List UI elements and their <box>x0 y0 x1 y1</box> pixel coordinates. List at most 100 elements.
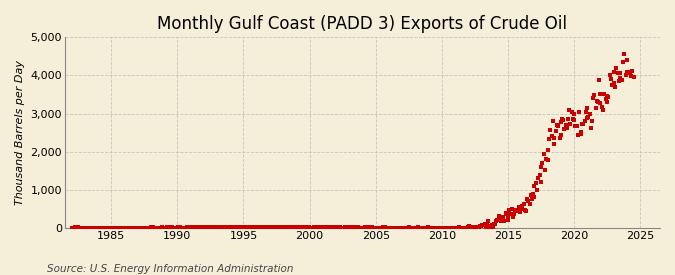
Point <box>608 70 619 74</box>
Point <box>243 225 254 230</box>
Point <box>182 225 192 230</box>
Point <box>460 226 471 230</box>
Point <box>253 225 264 230</box>
Point <box>130 226 140 230</box>
Point <box>410 226 421 230</box>
Point <box>423 225 433 230</box>
Point <box>392 226 403 230</box>
Point <box>276 225 287 230</box>
Point <box>221 225 232 229</box>
Point <box>611 66 622 70</box>
Point <box>354 226 364 230</box>
Point <box>522 197 533 201</box>
Point <box>338 226 348 230</box>
Point <box>583 115 594 119</box>
Point <box>317 225 327 230</box>
Point <box>211 225 222 229</box>
Point <box>463 225 474 229</box>
Point <box>620 73 631 77</box>
Point <box>535 173 545 178</box>
Point <box>130 226 141 230</box>
Point <box>538 152 549 156</box>
Point <box>575 130 586 134</box>
Point <box>68 225 79 230</box>
Point <box>535 180 546 184</box>
Point <box>74 226 85 230</box>
Point <box>434 226 445 230</box>
Point <box>178 225 189 230</box>
Point <box>235 225 246 229</box>
Point <box>542 148 553 152</box>
Point <box>407 226 418 230</box>
Point <box>529 183 540 188</box>
Point <box>628 75 639 79</box>
Point <box>377 225 388 230</box>
Point <box>477 223 487 227</box>
Point <box>314 226 325 230</box>
Point <box>422 226 433 230</box>
Point <box>315 225 326 230</box>
Point <box>365 226 376 230</box>
Point <box>414 226 425 230</box>
Point <box>437 226 448 230</box>
Point <box>456 226 467 230</box>
Point <box>213 225 224 229</box>
Point <box>136 226 147 230</box>
Point <box>604 73 615 77</box>
Point <box>348 226 359 230</box>
Point <box>458 226 469 230</box>
Point <box>594 78 605 82</box>
Point <box>71 226 82 230</box>
Point <box>547 119 558 124</box>
Point <box>356 226 367 230</box>
Point <box>349 225 360 230</box>
Point <box>180 225 190 230</box>
Point <box>259 225 269 229</box>
Point <box>175 225 186 230</box>
Point <box>387 226 398 230</box>
Point <box>531 181 541 185</box>
Point <box>241 225 252 230</box>
Point <box>517 204 528 208</box>
Point <box>492 218 503 222</box>
Point <box>166 225 177 230</box>
Point <box>615 75 626 80</box>
Point <box>549 136 560 141</box>
Point <box>146 226 157 230</box>
Point <box>347 226 358 230</box>
Point <box>234 225 245 230</box>
Point <box>483 218 493 223</box>
Point <box>357 226 368 230</box>
Point <box>543 137 554 141</box>
Point <box>610 84 620 89</box>
Point <box>497 219 508 223</box>
Point <box>372 226 383 230</box>
Point <box>476 224 487 228</box>
Point <box>537 161 547 166</box>
Point <box>114 226 125 230</box>
Point <box>287 225 298 230</box>
Point <box>389 226 400 230</box>
Point <box>286 226 297 230</box>
Point <box>493 214 504 218</box>
Point <box>132 226 142 230</box>
Point <box>442 226 453 230</box>
Point <box>120 226 131 230</box>
Point <box>205 224 215 229</box>
Point <box>433 226 444 230</box>
Point <box>209 225 220 230</box>
Point <box>489 222 500 226</box>
Point <box>588 96 599 100</box>
Point <box>595 101 606 105</box>
Point <box>233 225 244 229</box>
Point <box>437 226 448 230</box>
Point <box>265 225 275 229</box>
Point <box>429 226 439 230</box>
Point <box>332 225 343 230</box>
Point <box>418 226 429 230</box>
Point <box>161 225 172 230</box>
Point <box>194 225 205 230</box>
Point <box>280 225 291 230</box>
Point <box>151 226 162 230</box>
Point <box>310 225 321 229</box>
